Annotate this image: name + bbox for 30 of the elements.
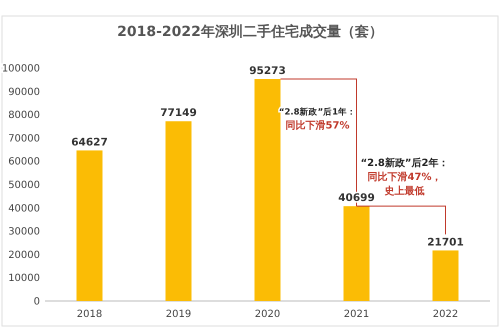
y-tick-label: 60000	[8, 156, 40, 168]
data-label: 77149	[160, 107, 197, 120]
y-tick-label: 30000	[8, 226, 40, 238]
x-tick-label: 2020	[254, 309, 280, 320]
bar	[166, 121, 192, 301]
x-tick-label: 2021	[344, 309, 370, 320]
y-tick-label: 40000	[8, 203, 40, 214]
y-tick-label: 50000	[8, 180, 40, 191]
bar	[76, 150, 102, 301]
y-tick-label: 80000	[8, 110, 40, 122]
y-tick-label: 90000	[8, 86, 40, 98]
x-tick-label: 2018	[76, 309, 102, 320]
chart-title: 2018-2022年深圳二手住宅成交量（套）	[117, 23, 383, 40]
data-label: 21701	[427, 236, 464, 248]
data-label: 95273	[249, 65, 286, 78]
y-tick-label: 10000	[8, 273, 40, 284]
bar	[344, 206, 370, 301]
annotation: 同比下滑57%	[286, 120, 350, 132]
annotation: 史上最低	[384, 184, 424, 197]
bar	[432, 250, 458, 301]
y-tick-label: 0	[34, 296, 40, 308]
y-tick-label: 20000	[8, 250, 40, 261]
x-tick-label: 2019	[166, 309, 192, 320]
y-tick-label: 70000	[8, 133, 40, 144]
annotation: 同比下滑47%，	[368, 170, 442, 183]
bar	[254, 79, 280, 301]
y-tick-label: 100000	[2, 64, 40, 74]
data-label: 64627	[71, 136, 108, 148]
x-tick-label: 2022	[432, 309, 458, 320]
annotation: “2.8新政”后2年：	[360, 156, 448, 169]
